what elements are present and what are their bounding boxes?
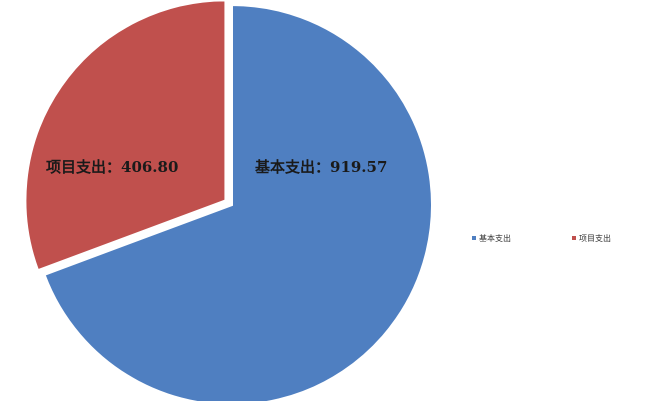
pie-slice-project-expenditure [24, 0, 227, 272]
legend-label: 基本支出 [479, 233, 511, 243]
legend-swatch [572, 236, 576, 240]
slice-labels: 基本支出：919.57 项目支出：406.80 [46, 158, 387, 176]
legend-entry-project-expenditure: 项目支出 [572, 233, 611, 243]
legend-swatch [472, 236, 476, 240]
legend-label: 项目支出 [579, 233, 611, 243]
pie-slice-basic-expenditure [43, 3, 433, 401]
legend-entry-basic-expenditure: 基本支出 [472, 233, 511, 243]
pie-slices [24, 0, 433, 401]
legend: 基本支出 项目支出 [472, 233, 611, 243]
slice-label-basic-expenditure: 基本支出：919.57 [254, 158, 387, 176]
slice-label-project-expenditure: 项目支出：406.80 [46, 158, 178, 176]
